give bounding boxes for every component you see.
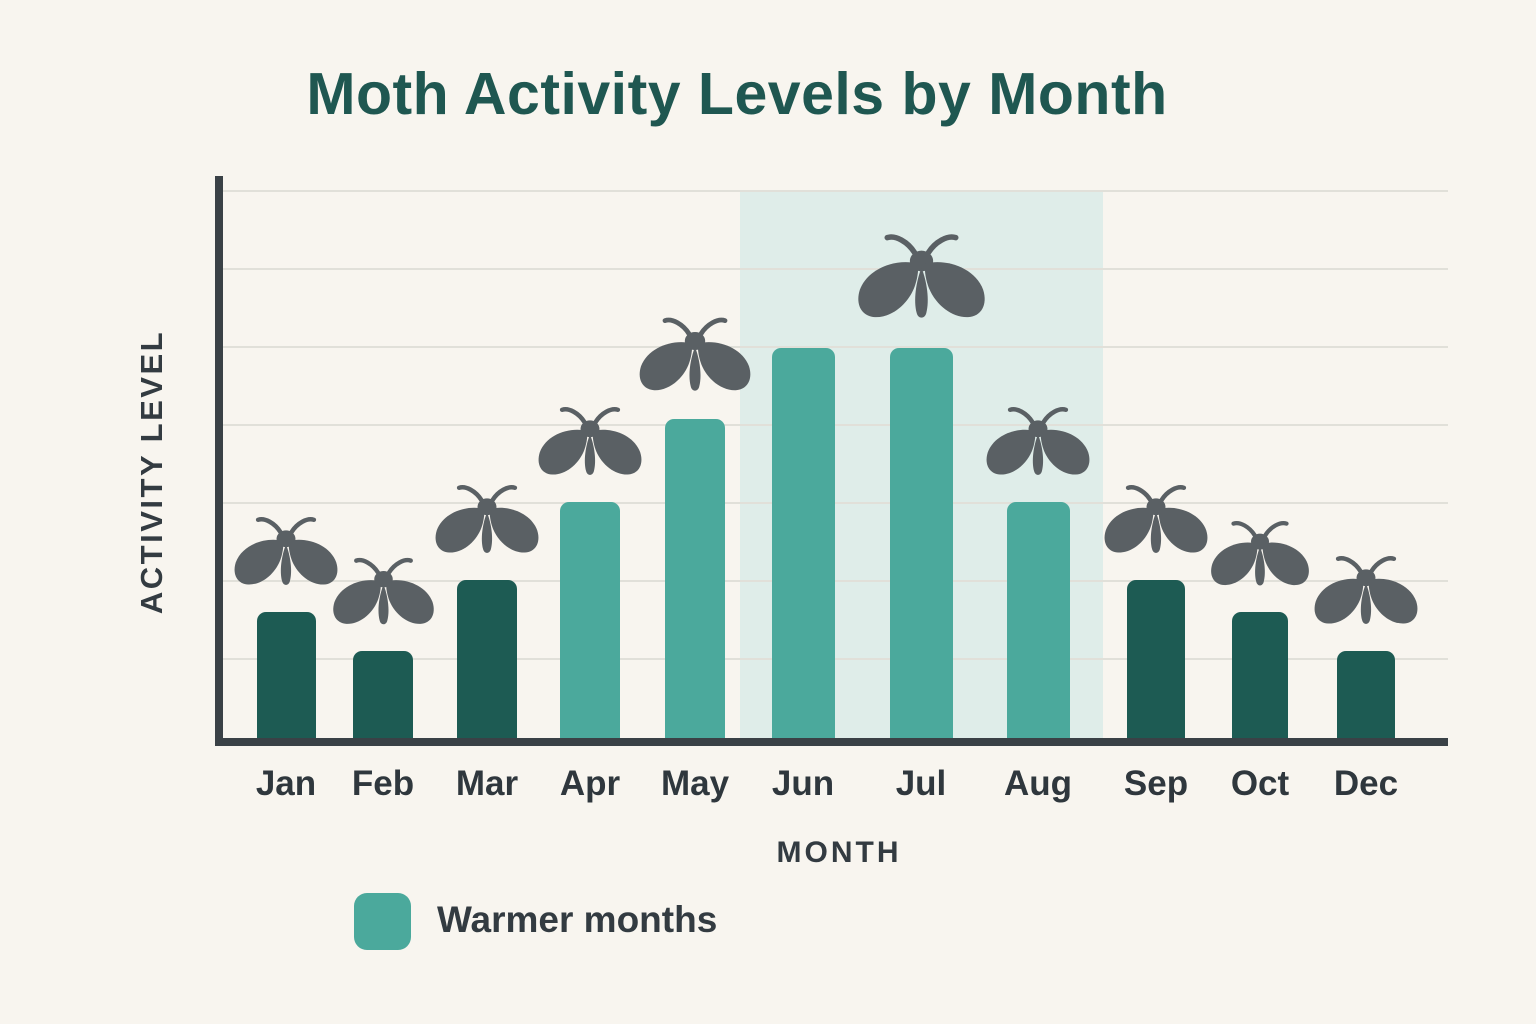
moth-icon (853, 228, 990, 335)
x-tick-label-jul: Jul (895, 764, 947, 803)
legend-label: Warmer months (437, 899, 718, 941)
moth-icon (431, 480, 543, 567)
bar-oct (1232, 612, 1288, 742)
x-tick-label-jan: Jan (255, 764, 317, 803)
moth-icon (230, 512, 342, 599)
bar-aug (1006, 502, 1070, 742)
bar-apr (560, 502, 620, 742)
gridline (223, 346, 1448, 348)
bar-jun (771, 348, 835, 742)
bar-jan (256, 612, 316, 742)
x-axis-line (215, 738, 1448, 746)
x-tick-label-aug: Aug (1003, 764, 1073, 803)
bar-may (665, 419, 725, 742)
bar-jul (889, 348, 953, 742)
x-tick-label-jun: Jun (771, 764, 835, 803)
x-tick-label-apr: Apr (559, 764, 621, 803)
moth-icon (982, 402, 1094, 489)
gridline (223, 190, 1448, 192)
x-tick-label-mar: Mar (455, 764, 519, 803)
x-axis-title: MONTH (776, 836, 902, 869)
moth-icon (1207, 516, 1313, 599)
x-tick-label-sep: Sep (1123, 764, 1189, 803)
moth-icon (635, 312, 755, 406)
x-tick-label-oct: Oct (1230, 764, 1290, 803)
x-tick-label-feb: Feb (351, 764, 415, 803)
chart-title: Moth Activity Levels by Month (306, 61, 1168, 127)
moth-icon (534, 402, 646, 489)
gridline (223, 268, 1448, 270)
y-axis-line (215, 176, 223, 746)
bar-feb (353, 651, 413, 742)
bar-sep (1127, 580, 1185, 742)
gridline (223, 658, 1448, 660)
gridline (223, 502, 1448, 504)
gridline (223, 580, 1448, 582)
moth-icon (1310, 551, 1422, 638)
bar-dec (1337, 651, 1395, 742)
legend-swatch-warmer-months-icon (354, 893, 411, 950)
gridline (223, 424, 1448, 426)
moth-icon (329, 553, 438, 638)
x-tick-label-may: May (660, 764, 730, 803)
moth-icon (1100, 480, 1212, 567)
x-tick-label-dec: Dec (1333, 764, 1399, 803)
bar-mar (457, 580, 517, 742)
